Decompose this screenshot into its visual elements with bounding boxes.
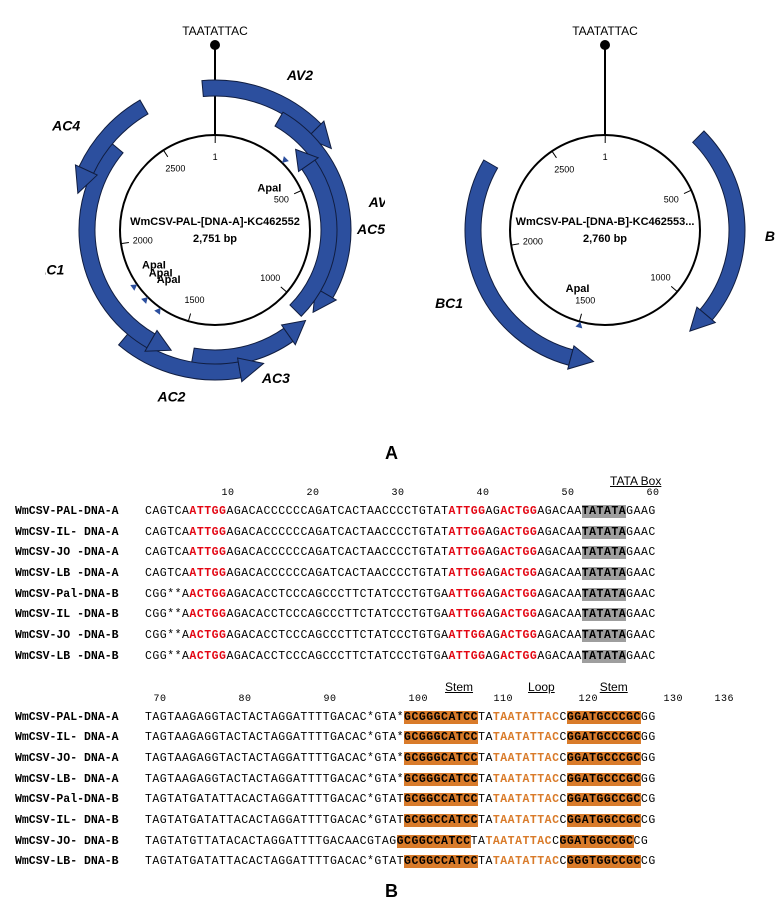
svg-text:2,751 bp: 2,751 bp (193, 233, 237, 245)
sequence-row: WmCSV-IL- DNA-ATAGTAAGAGGTACTACTAGGATTTT… (15, 728, 768, 749)
sequence-row: WmCSV-JO- DNA-BTAGTATGTTATACACTAGGATTTTG… (15, 832, 768, 853)
svg-text:AV1: AV1 (368, 194, 385, 210)
svg-text:1500: 1500 (575, 295, 595, 305)
sequence-row: WmCSV-LB -DNA-BCGG**AACTGGAGACACCTCCCAGC… (15, 647, 768, 668)
svg-text:BC1: BC1 (435, 295, 463, 311)
svg-text:AC3: AC3 (261, 370, 290, 386)
svg-text:2,760 bp: 2,760 bp (583, 233, 627, 245)
svg-text:1: 1 (603, 152, 608, 162)
sequence-text: TAGTAAGAGGTACTACTAGGATTTTGACAC*GTA*GCGGG… (145, 749, 656, 770)
sequence-label: WmCSV-LB- DNA-A (15, 770, 145, 791)
sequence-row: WmCSV-JO- DNA-ATAGTAAGAGGTACTACTAGGATTTT… (15, 749, 768, 770)
sequence-row: WmCSV-IL- DNA-BTAGTATGATATTACACTAGGATTTT… (15, 811, 768, 832)
sequence-text: CAGTCAATTGGAGACACCCCCCAGATCACTAACCCCTGTA… (145, 523, 656, 544)
svg-text:AC2: AC2 (156, 388, 185, 404)
svg-text:500: 500 (664, 194, 679, 204)
sequence-text: TAGTAAGAGGTACTACTAGGATTTTGACAC*GTA*GCGGG… (145, 770, 656, 791)
panel-a: TAATATTAC15001000150020002500WmCSV-PAL-[… (15, 15, 768, 435)
sequence-row: WmCSV-PAL-DNA-ATAGTAAGAGGTACTACTAGGATTTT… (15, 708, 768, 729)
sequence-text: CAGTCAATTGGAGACACCCCCCAGATCACTAACCCCTGTA… (145, 502, 656, 523)
svg-text:AV2: AV2 (286, 67, 313, 83)
plasmid-dna-a: TAATATTAC15001000150020002500WmCSV-PAL-[… (45, 15, 385, 415)
svg-text:ApaI: ApaI (157, 274, 181, 286)
sequence-text: CGG**AACTGGAGACACCTCCCAGCCCTTCTATCCCTGTG… (145, 585, 656, 606)
sequence-text: CAGTCAATTGGAGACACCCCCCAGATCACTAACCCCTGTA… (145, 543, 656, 564)
sequence-label: WmCSV-Pal-DNA-B (15, 790, 145, 811)
svg-text:2500: 2500 (554, 164, 574, 174)
sequence-label: WmCSV-Pal-DNA-B (15, 585, 145, 606)
svg-text:WmCSV-PAL-[DNA-A]-KC462552: WmCSV-PAL-[DNA-A]-KC462552 (130, 216, 300, 228)
sequence-row: WmCSV-Pal-DNA-BTAGTATGATATTACACTAGGATTTT… (15, 790, 768, 811)
sequence-row: WmCSV-IL -DNA-BCGG**AACTGGAGACACCTCCCAGC… (15, 605, 768, 626)
sequence-label: WmCSV-PAL-DNA-A (15, 502, 145, 523)
sequence-label: WmCSV-LB- DNA-B (15, 852, 145, 873)
panel-b: TATA Box 102030405060 WmCSV-PAL-DNA-ACAG… (15, 474, 768, 873)
svg-text:AC5: AC5 (356, 221, 385, 237)
svg-text:2000: 2000 (133, 236, 153, 246)
svg-text:AC4: AC4 (51, 118, 80, 134)
sequence-text: TAGTATGATATTACACTAGGATTTTGACAC*GTATGCGGC… (145, 811, 656, 832)
sequence-label: WmCSV-LB -DNA-A (15, 564, 145, 585)
sequence-row: WmCSV-LB -DNA-ACAGTCAATTGGAGACACCCCCCAGA… (15, 564, 768, 585)
sequence-label: WmCSV-IL- DNA-A (15, 728, 145, 749)
sequence-row: WmCSV-LB- DNA-BTAGTATGATATTACACTAGGATTTT… (15, 852, 768, 873)
sequence-text: CAGTCAATTGGAGACACCCCCCAGATCACTAACCCCTGTA… (145, 564, 656, 585)
sequence-text: CGG**AACTGGAGACACCTCCCAGCCCTTCTATCCCTGTG… (145, 647, 656, 668)
sequence-text: CGG**AACTGGAGACACCTCCCAGCCCTTCTATCCCTGTG… (145, 626, 656, 647)
sequence-label: WmCSV-PAL-DNA-A (15, 708, 145, 729)
svg-text:2500: 2500 (165, 164, 185, 174)
sequence-text: TAGTATGATATTACACTAGGATTTTGACAC*GTATGCGGC… (145, 852, 656, 873)
svg-text:1: 1 (213, 152, 218, 162)
ruler-bottom: 708090100110120130136 (145, 694, 768, 708)
sequence-row: WmCSV-Pal-DNA-BCGG**AACTGGAGACACCTCCCAGC… (15, 585, 768, 606)
plasmid-dna-b: TAATATTAC15001000150020002500WmCSV-PAL-[… (435, 15, 775, 415)
sequence-row: WmCSV-JO -DNA-ACAGTCAATTGGAGACACCCCCCAGA… (15, 543, 768, 564)
sequence-label: WmCSV-JO -DNA-B (15, 626, 145, 647)
sequence-row: WmCSV-IL- DNA-ACAGTCAATTGGAGACACCCCCCAGA… (15, 523, 768, 544)
svg-text:1000: 1000 (260, 273, 280, 283)
svg-text:1500: 1500 (185, 295, 205, 305)
sequence-text: TAGTATGATATTACACTAGGATTTTGACAC*GTATGCGGC… (145, 790, 656, 811)
sequence-label: WmCSV-JO- DNA-B (15, 832, 145, 853)
sequence-text: TAGTAAGAGGTACTACTAGGATTTTGACAC*GTA*GCGGG… (145, 708, 656, 729)
sequence-row: WmCSV-JO -DNA-BCGG**AACTGGAGACACCTCCCAGC… (15, 626, 768, 647)
svg-text:1000: 1000 (651, 272, 671, 282)
sequence-text: TAGTATGTTATACACTAGGATTTTGACAACGTAGGCGGCC… (145, 832, 648, 853)
panel-b-label: B (15, 881, 768, 902)
svg-text:WmCSV-PAL-[DNA-B]-KC462553...: WmCSV-PAL-[DNA-B]-KC462553... (516, 216, 695, 228)
sequence-label: WmCSV-IL- DNA-A (15, 523, 145, 544)
svg-text:BV1: BV1 (765, 228, 775, 244)
sequence-label: WmCSV-LB -DNA-B (15, 647, 145, 668)
sequence-label: WmCSV-IL -DNA-B (15, 605, 145, 626)
svg-text:ApaI: ApaI (257, 183, 281, 195)
sequence-row: WmCSV-PAL-DNA-ACAGTCAATTGGAGACACCCCCCAGA… (15, 502, 768, 523)
svg-text:TAATATTAC: TAATATTAC (572, 24, 638, 38)
ruler-top: 102030405060 (145, 488, 768, 502)
svg-text:AC1: AC1 (45, 261, 65, 277)
panel-a-label: A (15, 443, 768, 464)
stem-loop-labels: Stem Loop Stem (145, 680, 768, 694)
sequence-label: WmCSV-JO- DNA-A (15, 749, 145, 770)
sequence-text: CGG**AACTGGAGACACCTCCCAGCCCTTCTATCCCTGTG… (145, 605, 656, 626)
svg-text:500: 500 (274, 195, 289, 205)
sequence-row: WmCSV-LB- DNA-ATAGTAAGAGGTACTACTAGGATTTT… (15, 770, 768, 791)
svg-text:2000: 2000 (523, 237, 543, 247)
sequence-label: WmCSV-JO -DNA-A (15, 543, 145, 564)
svg-text:ApaI: ApaI (566, 283, 590, 295)
tata-region-label: TATA Box (145, 474, 768, 488)
svg-text:TAATATTAC: TAATATTAC (182, 24, 248, 38)
sequence-label: WmCSV-IL- DNA-B (15, 811, 145, 832)
sequence-text: TAGTAAGAGGTACTACTAGGATTTTGACAC*GTA*GCGGG… (145, 728, 656, 749)
